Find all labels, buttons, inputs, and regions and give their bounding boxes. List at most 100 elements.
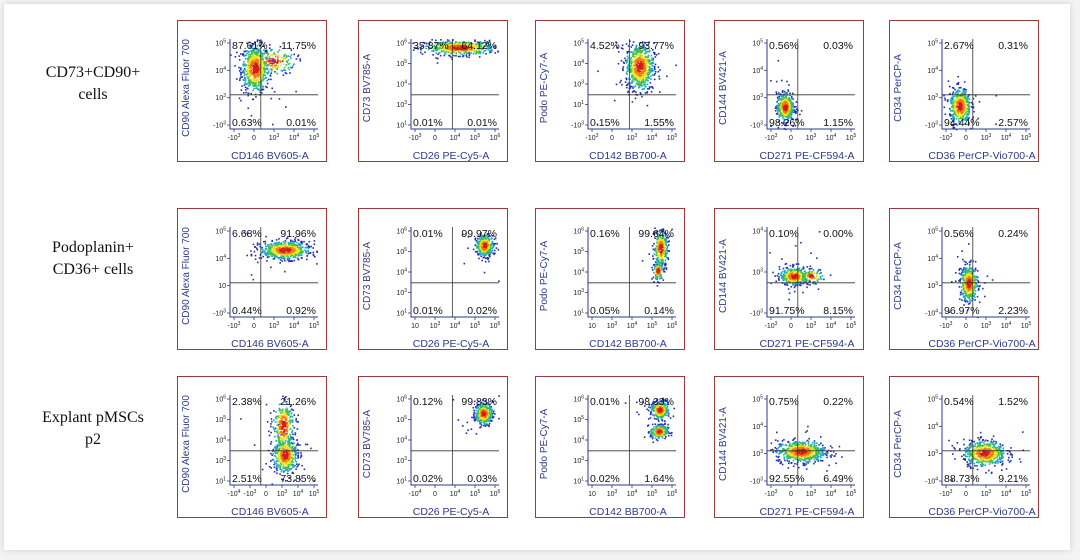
event-dot xyxy=(782,94,784,97)
event-dot xyxy=(636,58,639,60)
event-dot xyxy=(473,46,476,48)
event-dot xyxy=(278,253,281,255)
event-dot xyxy=(663,245,666,247)
event-dot xyxy=(956,83,958,85)
event-dot xyxy=(636,64,638,66)
event-dot xyxy=(662,246,664,249)
event-dot xyxy=(659,238,662,241)
event-dot xyxy=(648,68,650,71)
event-dot xyxy=(646,56,648,58)
event-dot xyxy=(792,118,794,120)
event-dot xyxy=(483,239,486,241)
event-dot xyxy=(459,55,461,58)
event-dot xyxy=(640,46,643,49)
event-dot xyxy=(642,62,645,64)
event-dot xyxy=(264,64,267,67)
event-dot xyxy=(299,250,302,253)
event-dot xyxy=(277,60,280,63)
event-dot xyxy=(638,69,640,72)
event-dot xyxy=(789,272,791,274)
event-dot xyxy=(957,114,959,117)
event-dot xyxy=(474,244,477,246)
event-dot xyxy=(490,51,492,53)
event-dot xyxy=(961,95,963,98)
event-dot xyxy=(474,250,477,253)
event-dot xyxy=(486,245,488,247)
event-dot xyxy=(253,62,255,64)
event-dot xyxy=(816,257,818,259)
event-dot xyxy=(640,72,643,74)
event-dot xyxy=(787,288,790,290)
event-dot xyxy=(262,75,265,77)
event-dot xyxy=(634,61,636,63)
event-dot xyxy=(959,298,961,300)
event-dot xyxy=(781,113,784,115)
event-dot xyxy=(953,126,956,129)
event-dot xyxy=(796,267,798,270)
event-dot xyxy=(790,116,793,119)
axis-line xyxy=(587,227,676,318)
event-dot xyxy=(963,89,966,92)
y-tick-label: 103 xyxy=(573,288,584,297)
event-dot xyxy=(631,81,633,83)
event-dot xyxy=(453,50,455,53)
event-dot xyxy=(277,51,279,53)
event-dot xyxy=(448,40,451,42)
event-dot xyxy=(966,113,969,116)
event-dot xyxy=(645,67,647,69)
event-dot xyxy=(950,102,952,105)
event-dot xyxy=(284,246,286,249)
event-dot xyxy=(307,249,309,252)
y-tick-label: -103 xyxy=(213,121,226,130)
event-dot xyxy=(465,51,468,54)
event-dot xyxy=(437,43,439,45)
event-dot xyxy=(429,41,431,43)
event-dot xyxy=(782,277,785,279)
event-dot xyxy=(479,43,482,46)
event-dot xyxy=(800,278,803,281)
event-dot xyxy=(446,44,448,47)
event-dot xyxy=(641,64,643,66)
x-tick-label: 104 xyxy=(826,133,837,142)
event-dot xyxy=(953,112,956,114)
event-dot xyxy=(660,256,662,259)
event-dot xyxy=(266,64,268,66)
event-dot xyxy=(484,247,486,250)
event-dot xyxy=(657,273,660,276)
event-dot xyxy=(481,253,484,256)
y-tick-label: -103 xyxy=(750,121,763,130)
event-dot xyxy=(480,252,482,255)
event-dot xyxy=(648,253,650,255)
event-dot xyxy=(808,274,811,276)
event-dot xyxy=(432,50,435,52)
x-tick-label: 106 xyxy=(490,321,501,330)
x-tick-label: 105 xyxy=(846,321,857,330)
event-dot xyxy=(957,89,960,91)
event-dot xyxy=(661,268,663,271)
event-dot xyxy=(786,105,789,108)
event-dot xyxy=(243,68,246,70)
event-dot xyxy=(659,229,661,232)
quadrant-label-upper-left: 6.68% xyxy=(232,228,262,240)
event-dot xyxy=(282,245,284,247)
event-dot xyxy=(949,85,951,88)
event-dot xyxy=(658,78,661,80)
event-dot xyxy=(247,62,250,65)
event-dot xyxy=(258,89,260,91)
event-dot xyxy=(657,242,659,245)
event-dot xyxy=(818,231,821,233)
event-dot xyxy=(779,99,782,101)
event-dot xyxy=(634,79,636,81)
event-dot xyxy=(254,41,256,43)
event-dot xyxy=(253,85,256,87)
y-tick-label: 105 xyxy=(396,247,407,256)
event-dot xyxy=(955,114,958,116)
event-dot xyxy=(634,70,637,72)
event-dot xyxy=(675,64,677,67)
event-dot xyxy=(620,47,623,49)
event-dot xyxy=(259,72,261,74)
event-dot xyxy=(630,64,632,66)
event-dot xyxy=(639,65,641,68)
event-dot xyxy=(477,47,479,50)
